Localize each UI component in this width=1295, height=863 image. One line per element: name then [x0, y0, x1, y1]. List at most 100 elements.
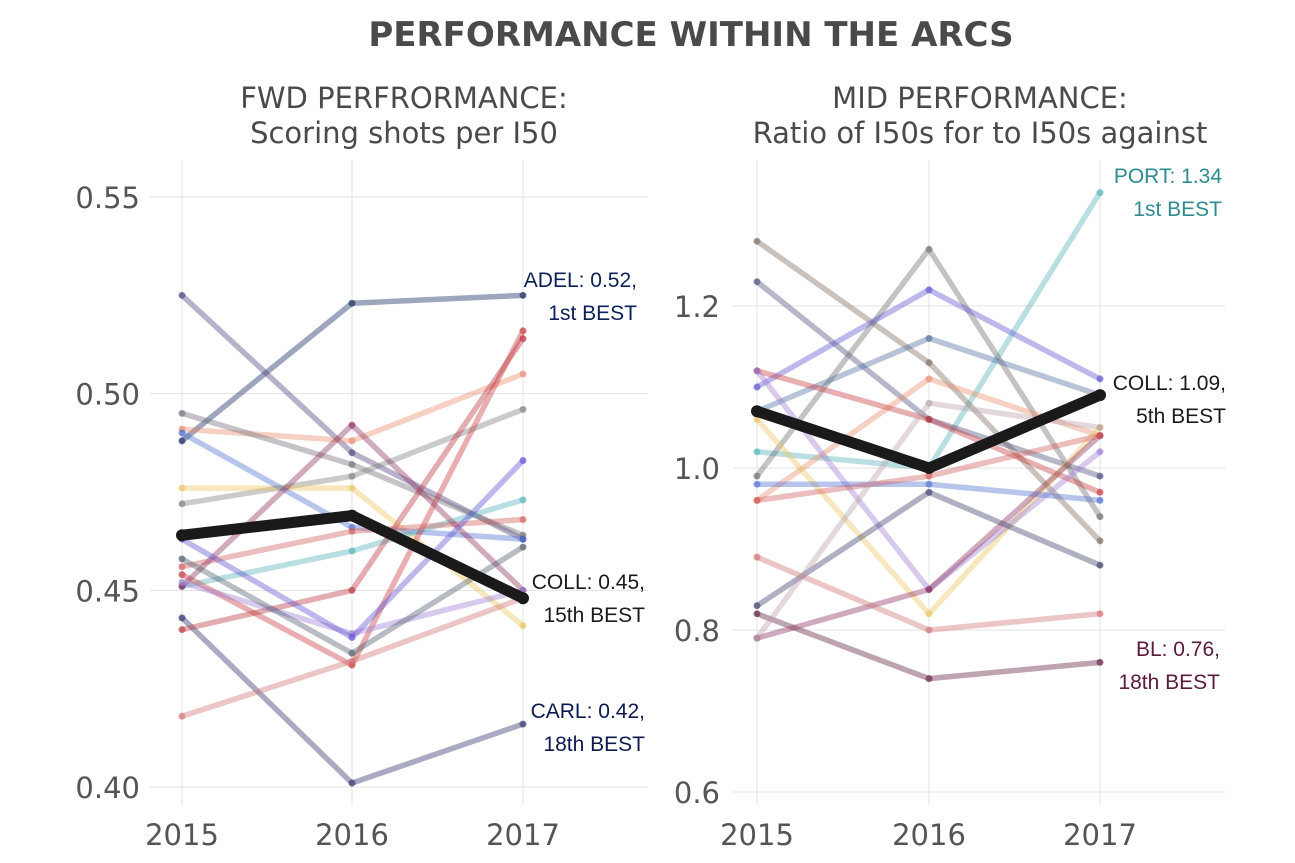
y-tick-label: 0.8: [674, 614, 720, 648]
series-point: [348, 527, 356, 535]
series-point: [753, 367, 761, 375]
series-point: [519, 327, 527, 335]
panel-title: MID PERFORMANCE:: [832, 81, 1128, 115]
highlight-point: [517, 592, 529, 605]
series-point: [1096, 472, 1104, 480]
series-point: [178, 437, 186, 445]
annotation-port-value: PORT: 1.34: [1114, 165, 1222, 188]
series-point: [925, 586, 933, 593]
series-point: [925, 375, 933, 383]
series-point: [925, 286, 933, 294]
fwd-panel: FWD PERFRORMANCE:Scoring shots per I50 0.…: [75, 81, 648, 852]
series-point: [1096, 537, 1104, 545]
series-point: [348, 657, 356, 665]
series-point: [1096, 561, 1104, 569]
series-point: [753, 472, 761, 480]
panel-subtitle: Scoring shots per I50: [250, 116, 558, 150]
annotation-coll-rank: 15th BEST: [543, 604, 645, 627]
series-point: [178, 614, 186, 622]
main-title: PERFORMANCE WITHIN THE ARCS: [368, 15, 1013, 55]
highlight-point: [923, 462, 935, 474]
series-point: [348, 586, 356, 594]
x-tick-label: 2017: [486, 818, 560, 852]
series-point: [1096, 488, 1104, 496]
series-point: [753, 383, 761, 391]
annotation-carl-rank: 18th BEST: [543, 733, 645, 756]
series-point: [519, 496, 527, 504]
series-point: [753, 278, 761, 286]
series-point: [178, 500, 186, 508]
highlight-point: [1094, 389, 1106, 402]
series-point: [1096, 432, 1104, 440]
series-point: [519, 457, 527, 465]
series-point: [925, 472, 933, 480]
annotation-bl-rank: 18th BEST: [1118, 671, 1220, 694]
series-point: [1096, 513, 1104, 521]
series-point: [1096, 610, 1104, 618]
series-point: [519, 622, 527, 630]
series-point: [178, 409, 186, 417]
annotation-adel-value: ADEL: 0.52,: [524, 269, 637, 292]
series-point: [348, 779, 356, 787]
series-point: [178, 571, 186, 579]
series-point: [925, 626, 933, 634]
x-tick-label: 2015: [145, 818, 219, 852]
y-tick-label: 0.50: [75, 378, 140, 412]
series-point: [348, 649, 356, 657]
series-point: [178, 578, 186, 586]
series-point: [519, 535, 527, 543]
series-point: [348, 547, 356, 555]
series-point: [925, 245, 933, 253]
series-point: [753, 602, 761, 610]
series-point: [348, 634, 356, 642]
annotation-port-rank: 1st BEST: [1133, 198, 1222, 221]
series-point: [753, 448, 761, 456]
series-point: [753, 553, 761, 561]
series-point: [178, 484, 186, 492]
series-point: [178, 429, 186, 437]
series-point: [925, 488, 933, 496]
series-point: [925, 334, 933, 342]
series-point: [178, 712, 186, 720]
series-point: [178, 555, 186, 563]
series-point: [925, 610, 933, 618]
annotation-adel-rank: 1st BEST: [548, 302, 637, 325]
series-point: [753, 480, 761, 488]
panel-subtitle: Ratio of I50s for to I50s against: [753, 116, 1208, 150]
x-tick-label: 2015: [720, 818, 794, 852]
series-point: [519, 370, 527, 378]
annotation-coll-value: COLL: 1.09,: [1113, 372, 1226, 395]
series-point: [1096, 424, 1104, 431]
series-point: [519, 516, 527, 524]
series-point: [753, 496, 761, 504]
series-point: [925, 480, 933, 488]
x-tick-label: 2016: [892, 818, 966, 852]
series-point: [519, 543, 527, 551]
series-point: [348, 421, 356, 429]
series-point: [348, 472, 356, 480]
highlight-point: [176, 529, 188, 542]
series-point: [348, 484, 356, 492]
series-point: [925, 675, 933, 683]
series-point: [519, 405, 527, 413]
series-point: [178, 626, 186, 634]
series-point: [1096, 375, 1104, 383]
series-point: [753, 237, 761, 245]
annotation-coll-rank: 5th BEST: [1136, 405, 1226, 428]
highlight-point: [346, 509, 358, 522]
series-point: [1096, 496, 1104, 504]
series-point: [925, 415, 933, 423]
series-point: [753, 634, 761, 642]
series-point: [519, 291, 527, 299]
x-tick-label: 2016: [315, 818, 389, 852]
highlight-point: [751, 405, 763, 418]
series-point: [925, 359, 933, 367]
series-point: [1096, 448, 1104, 456]
series-point: [178, 563, 186, 571]
annotation-carl-value: CARL: 0.42,: [531, 700, 645, 723]
annotation-bl-value: BL: 0.76,: [1136, 638, 1220, 661]
panel-title: FWD PERFRORMANCE:: [240, 81, 568, 115]
series-point: [348, 299, 356, 307]
x-tick-label: 2017: [1063, 818, 1137, 852]
